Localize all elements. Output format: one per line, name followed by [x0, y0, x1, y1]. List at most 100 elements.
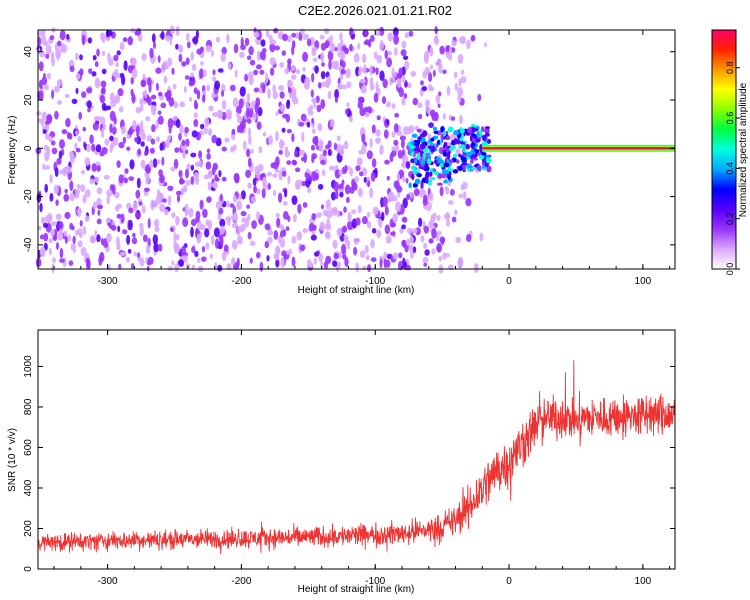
- spectrogram-cell: [237, 235, 243, 243]
- spectrogram-cell: [127, 129, 134, 135]
- spectrogram-cell: [460, 144, 466, 149]
- spectrogram-cell: [49, 174, 53, 184]
- spectrogram-cell: [426, 166, 430, 171]
- spectrogram-cell: [394, 47, 398, 56]
- spectrogram-cell: [318, 253, 324, 263]
- spectrogram-cell: [38, 79, 43, 89]
- spectrogram-cell: [384, 224, 391, 235]
- spectrogram-cell: [239, 51, 245, 59]
- spectrogram-cell: [428, 72, 433, 82]
- spectrogram-cell: [483, 128, 490, 134]
- spectrogram-cell: [484, 162, 489, 168]
- spectrogram-cell: [428, 222, 432, 228]
- spectrogram-cell: [328, 165, 335, 171]
- spectrogram-cell: [164, 209, 169, 216]
- spectrogram-cell: [423, 194, 428, 201]
- spectrogram-cell: [39, 234, 44, 240]
- spectrogram-cell: [375, 129, 381, 137]
- spectrogram-cell: [37, 36, 42, 47]
- spectrogram-cell: [281, 50, 286, 56]
- spectrogram-cell: [67, 234, 72, 242]
- spectrogram-cell: [429, 168, 434, 173]
- spectrogram-cell: [383, 129, 389, 139]
- spectrogram-cell: [359, 107, 366, 117]
- spectrogram-cell: [396, 78, 402, 88]
- spectrogram-cell: [103, 238, 108, 243]
- spectrogram-cell: [274, 168, 280, 173]
- spectrogram-cell: [400, 139, 405, 149]
- spectrogram-cell: [229, 203, 235, 208]
- spectrogram-cell: [87, 37, 93, 44]
- spectrogram-cell: [475, 138, 481, 143]
- spectrogram-cell: [155, 67, 162, 74]
- spectrogram-cell: [401, 239, 407, 248]
- spectrogram-cell: [295, 69, 301, 74]
- spectrogram-cell: [94, 61, 99, 68]
- spectrogram-cell: [48, 135, 53, 143]
- snr-x-tick-label: 100: [635, 576, 652, 587]
- spectrogram-cell: [356, 157, 363, 166]
- spectrogram-cell: [410, 70, 417, 77]
- spectrogram-cell: [302, 33, 309, 41]
- spectrogram-cell: [188, 207, 194, 218]
- spectrogram-cell: [167, 185, 174, 191]
- spectrogram-cell: [410, 152, 414, 156]
- spectrogram-cell: [264, 73, 269, 84]
- spectrogram-cell: [279, 140, 285, 147]
- spectrogram-cell: [262, 131, 267, 137]
- spectrogram-cell: [230, 146, 235, 153]
- spectrogram-cell: [36, 111, 42, 116]
- spectrogram-cell: [121, 75, 126, 86]
- spectrogram-cell: [196, 48, 203, 55]
- spectrogram-cell: [80, 246, 87, 257]
- spectrogram-cell: [139, 226, 144, 237]
- spectrogram-cell: [279, 62, 285, 69]
- spectrogram-cell: [247, 231, 252, 240]
- spectrogram-cell: [454, 82, 458, 91]
- spectrogram-cell: [320, 99, 326, 110]
- spectrogram-cell: [238, 98, 244, 109]
- spectrogram-cell: [384, 205, 389, 216]
- spectrogram-cell: [192, 36, 199, 45]
- spectrogram-cell: [120, 213, 125, 224]
- spectrogram-cell: [200, 123, 205, 130]
- spectrogram-cell: [267, 236, 273, 244]
- spectrogram-cell: [319, 34, 325, 40]
- spectrogram-cell: [48, 237, 53, 244]
- spectrogram-cell: [457, 137, 460, 145]
- spectrogram-cell: [111, 126, 117, 135]
- spectrogram-cell: [306, 187, 312, 193]
- spectrogram-x-tick-label: 100: [635, 276, 652, 287]
- spectrogram-cell: [393, 72, 397, 77]
- spectrogram-cell: [250, 196, 256, 203]
- spectrogram-cell: [465, 132, 471, 136]
- spectrogram-y-tick-label: 20: [23, 94, 34, 106]
- spectrogram-cell: [249, 257, 253, 264]
- spectrogram-cell: [269, 67, 275, 76]
- spectrogram-cell: [429, 171, 433, 177]
- spectrogram-cell: [248, 74, 254, 86]
- spectrogram-cell: [423, 225, 429, 234]
- spectrogram-cell: [95, 115, 102, 122]
- spectrogram-cell: [461, 133, 464, 139]
- spectrogram-cell: [36, 192, 42, 203]
- spectrogram-cell: [135, 189, 141, 199]
- spectrogram-cell: [429, 46, 434, 57]
- spectrogram-cell: [153, 41, 156, 49]
- spectrogram-cell: [306, 259, 312, 268]
- spectrogram-cell: [55, 213, 62, 221]
- spectrogram-cell: [144, 89, 148, 99]
- spectrogram-cell: [455, 236, 462, 244]
- spectrogram-cell: [417, 102, 423, 108]
- spectrogram-cell: [126, 146, 131, 151]
- spectrogram-cell: [196, 89, 201, 100]
- spectrogram-cell: [203, 174, 210, 180]
- colorbar-tick-label: 0.6: [725, 112, 735, 125]
- spectrogram-cell: [158, 243, 163, 252]
- spectrogram-cell: [275, 212, 280, 218]
- spectrogram-cell: [253, 69, 259, 76]
- spectrogram-cell: [362, 265, 367, 271]
- spectrogram-cell: [150, 104, 157, 116]
- spectrogram-cell: [436, 139, 441, 145]
- spectrogram-cell: [291, 65, 296, 72]
